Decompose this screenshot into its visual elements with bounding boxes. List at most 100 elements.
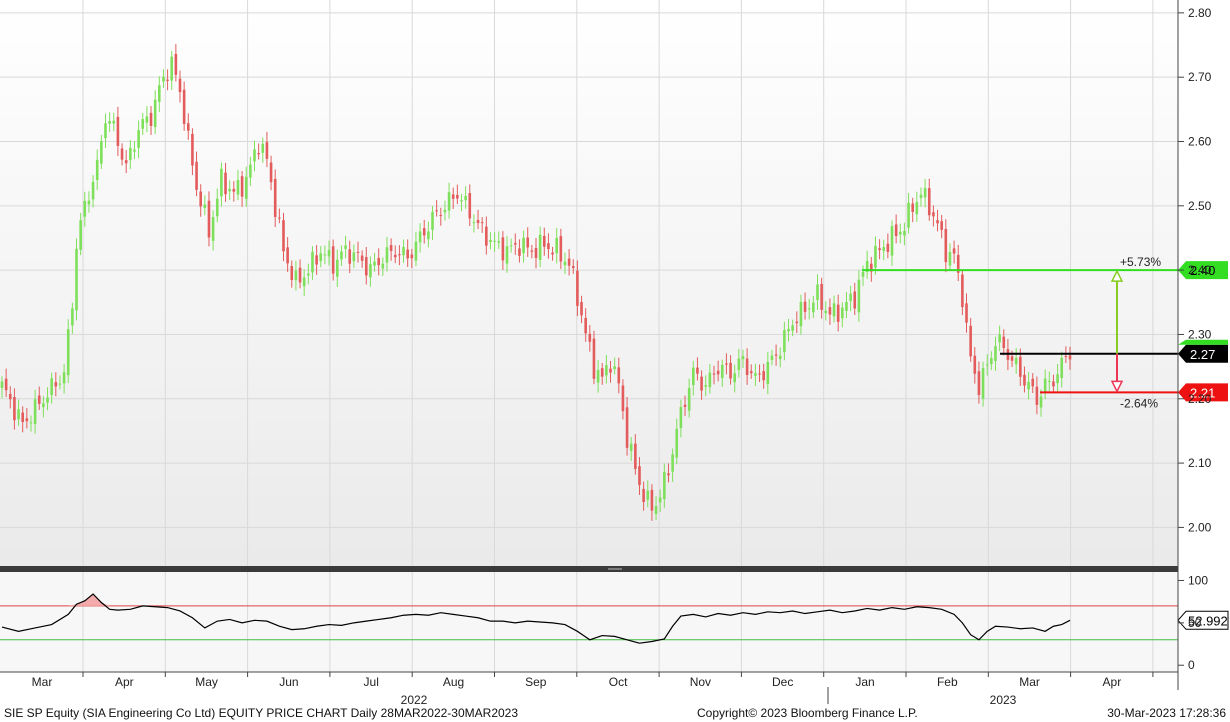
candle [985, 354, 989, 376]
candle-body [787, 328, 790, 332]
candle [393, 245, 397, 264]
candle-body [207, 200, 211, 238]
candle [141, 112, 145, 135]
candle [816, 274, 819, 310]
candle [795, 311, 799, 334]
candle [42, 396, 45, 418]
candle [4, 368, 8, 397]
candle [948, 243, 952, 271]
candle-body [410, 254, 414, 259]
candle [75, 238, 78, 321]
candle-body [1043, 378, 1047, 393]
candle [762, 363, 765, 389]
panel-divider[interactable] [0, 566, 1178, 572]
candle-body [994, 346, 997, 362]
candle-body [71, 308, 74, 326]
candle [642, 481, 645, 511]
candle-body [600, 368, 604, 377]
candle [882, 239, 886, 261]
x-tick-label: Nov [690, 675, 711, 689]
down-arrow-head [1110, 380, 1124, 394]
candle-body [336, 259, 339, 277]
candle-body [824, 310, 828, 314]
candle-body [658, 497, 662, 503]
candle-body [232, 188, 236, 192]
candle-body [485, 226, 488, 246]
candle-body [890, 226, 894, 256]
candle-body [62, 372, 66, 384]
candle [692, 360, 695, 396]
candle-body [985, 364, 989, 366]
candle-body [559, 236, 563, 262]
candle-body [327, 250, 331, 257]
candle [803, 292, 807, 320]
candle-body [422, 228, 426, 236]
candle [29, 415, 33, 432]
candle [265, 131, 269, 168]
candle-body [199, 191, 202, 207]
candle [319, 246, 323, 268]
candle-body [629, 443, 633, 451]
candle-body [141, 119, 145, 129]
candle-body [774, 354, 778, 356]
candle-body [443, 209, 447, 213]
candle [236, 169, 240, 201]
candle-body [965, 303, 968, 323]
candle [778, 347, 782, 368]
candle [352, 244, 356, 268]
candle-body [625, 407, 629, 448]
candle-body [567, 258, 571, 266]
candle-body [220, 168, 223, 197]
year-label: 2023 [990, 693, 1017, 707]
candle [46, 387, 49, 411]
candle [841, 302, 844, 328]
candle-body [948, 251, 952, 266]
candle [95, 149, 99, 191]
candle-body [704, 385, 708, 387]
candle [990, 351, 993, 370]
rsi-panel-background [0, 572, 1178, 672]
candle-body [373, 261, 376, 266]
candle [1060, 351, 1064, 388]
candle [741, 349, 745, 368]
candle-body [778, 355, 782, 360]
downside-pct-label: -2.64% [1120, 396, 1158, 410]
candle [422, 219, 426, 244]
candle-body [273, 178, 277, 217]
candle [244, 166, 248, 207]
candle-body [83, 200, 87, 217]
candle [675, 418, 679, 465]
candle [356, 241, 360, 263]
candle [845, 291, 848, 319]
rsi-value-badge [1177, 610, 1229, 630]
candle-body [563, 261, 567, 266]
candle [170, 51, 174, 90]
candle-body [8, 394, 12, 400]
candle [137, 120, 140, 159]
candle-body [696, 367, 699, 374]
candle-body [54, 382, 58, 387]
candle-body [907, 202, 910, 228]
candle-body [576, 270, 579, 306]
candle [50, 372, 53, 404]
candle [567, 249, 571, 276]
candle [87, 191, 91, 213]
x-tick-label: Mar [32, 675, 53, 689]
candle-body [861, 271, 865, 277]
candle-body [642, 488, 645, 503]
candle [25, 408, 29, 429]
candle-body [803, 301, 807, 312]
candle [1052, 374, 1055, 394]
candle-body [435, 210, 438, 212]
candle-body [956, 254, 960, 273]
candle-body [679, 407, 683, 429]
candle [323, 245, 327, 265]
candle [766, 351, 770, 395]
candle [269, 155, 273, 191]
candle-body [377, 258, 380, 266]
candle [716, 360, 720, 382]
candle-body [754, 373, 757, 376]
candle-body [518, 248, 521, 256]
candle [54, 372, 58, 397]
candle [961, 269, 964, 316]
